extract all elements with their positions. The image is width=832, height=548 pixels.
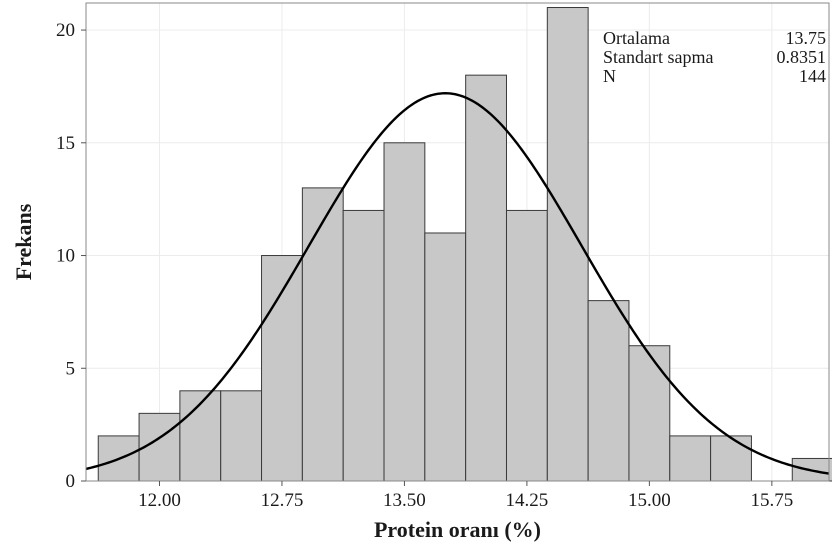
- x-tick-label: 12.75: [261, 490, 304, 511]
- x-tick-label: 12.00: [138, 490, 181, 511]
- x-tick-label: 14.25: [506, 490, 549, 511]
- histogram-bar: [710, 435, 752, 482]
- y-tick-label: 5: [66, 358, 76, 379]
- y-axis-ticks: 0 5 10 15 20: [56, 20, 86, 492]
- x-tick-label: 13.50: [383, 490, 426, 511]
- plot-frame: [85, 2, 830, 482]
- legend-value: 144: [799, 66, 826, 86]
- histogram-bar: [669, 435, 712, 482]
- histogram-bar: [383, 142, 426, 482]
- normal-curve-line: [85, 92, 830, 475]
- y-tick-label: 0: [66, 471, 76, 492]
- histogram-bar: [628, 345, 671, 482]
- y-axis-title: Frekans: [11, 203, 36, 280]
- histogram-bar: [505, 209, 548, 482]
- x-axis-title: Protein oranı (%): [374, 517, 541, 542]
- legend-value: 13.75: [786, 28, 827, 48]
- legend-label: Ortalama: [603, 28, 670, 48]
- histogram-bar: [220, 390, 263, 482]
- x-axis-ticks: 12.00 12.75 13.50 14.25 15.00 15.75: [138, 481, 793, 511]
- histogram-bar: [301, 187, 344, 482]
- histogram-bars: [97, 7, 832, 482]
- y-tick-label: 15: [56, 133, 75, 154]
- legend-value: 0.8351: [777, 47, 827, 67]
- stats-legend: Ortalama 13.75 Standart sapma 0.8351 N 144: [603, 28, 826, 86]
- histogram-bar: [342, 209, 385, 482]
- x-tick-label: 15.75: [750, 490, 793, 511]
- histogram-bar: [587, 300, 630, 482]
- legend-label: N: [603, 66, 616, 86]
- histogram-bar: [465, 74, 507, 482]
- normal-curve: [85, 92, 830, 475]
- legend-label: Standart sapma: [603, 47, 713, 67]
- x-tick-label: 15.00: [628, 490, 671, 511]
- y-tick-label: 20: [56, 20, 75, 41]
- y-tick-label: 10: [56, 246, 75, 267]
- histogram-bar: [424, 232, 467, 482]
